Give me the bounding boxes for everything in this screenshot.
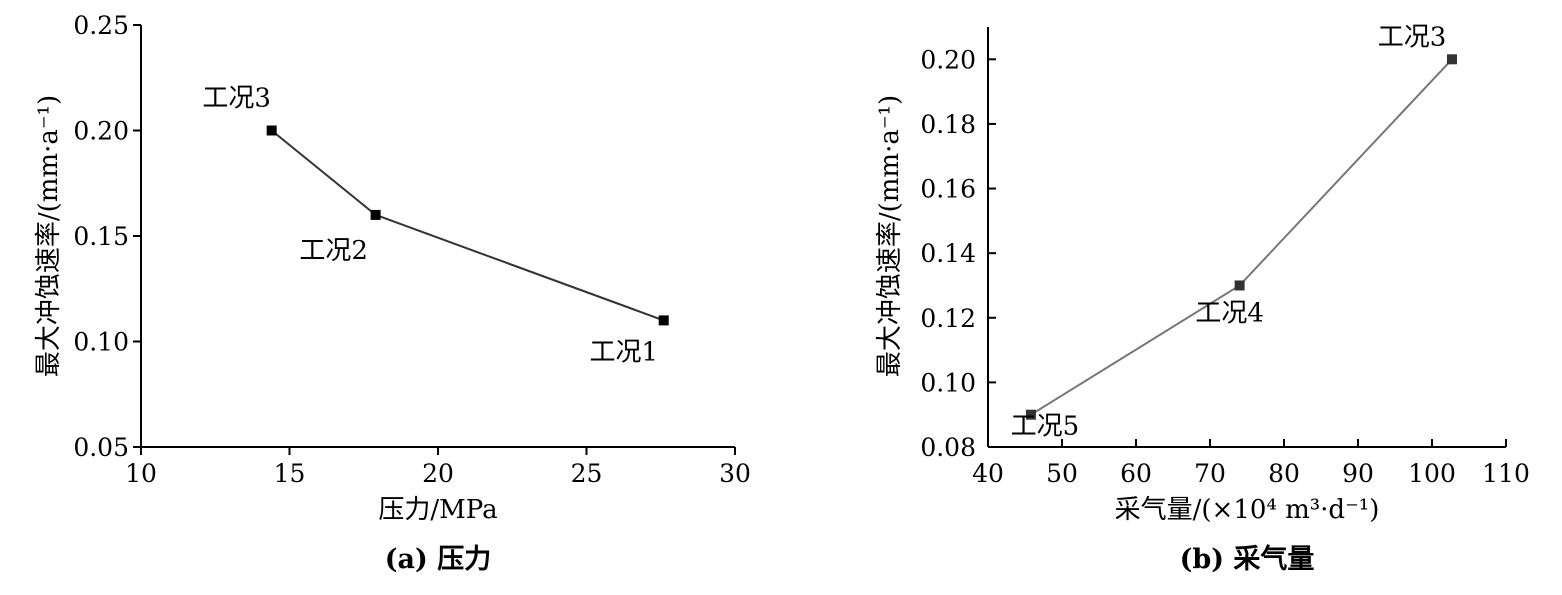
x-tick-label: 40: [972, 459, 1004, 488]
x-tick-label: 10: [125, 459, 157, 488]
data-point-label: 工况3: [202, 84, 271, 114]
data-point-marker: [1446, 54, 1457, 65]
x-tick-label: 60: [1120, 459, 1152, 488]
x-tick-label: 20: [422, 459, 454, 488]
chart-a-y-label: 最大冲蚀速率/(mm·a⁻¹): [34, 95, 64, 377]
data-point-label: 工况3: [1378, 22, 1447, 52]
y-tick-label: 0.08: [920, 433, 976, 462]
y-tick-label: 0.20: [920, 45, 976, 74]
x-tick-label: 30: [719, 459, 751, 488]
x-tick-label: 25: [571, 459, 603, 488]
chart-b-caption: (b) 采气量: [1180, 544, 1315, 575]
data-point-marker: [658, 315, 669, 326]
x-tick-label: 50: [1046, 459, 1078, 488]
chart-b-gas-production: 40 50 60 70 80 90 100 110 0.08 0.10 0.12 0.14 0.16 0.…: [875, 22, 1530, 575]
y-tick-label: 0.14: [920, 239, 976, 268]
chart-a-series-line: [271, 129, 665, 322]
y-tick-label: 0.05: [73, 433, 129, 462]
data-point-marker: [266, 125, 277, 136]
data-point-marker: [370, 209, 381, 220]
y-tick-label: 0.25: [73, 11, 129, 40]
y-tick-label: 0.20: [73, 117, 129, 146]
y-tick-label: 0.12: [920, 304, 976, 333]
chart-b-series-line: [1030, 58, 1453, 416]
x-tick-label: 70: [1194, 459, 1226, 488]
y-tick-label: 0.16: [920, 175, 976, 204]
y-tick-label: 0.15: [73, 222, 129, 251]
data-point-marker: [1025, 409, 1036, 420]
x-tick-label: 90: [1342, 459, 1374, 488]
x-tick-label: 110: [1482, 459, 1530, 488]
x-tick-label: 15: [274, 459, 306, 488]
chart-a-x-label: 压力/MPa: [378, 495, 497, 525]
chart-b-y-label: 最大冲蚀速率/(mm·a⁻¹): [875, 95, 905, 377]
y-tick-label: 0.18: [920, 110, 976, 139]
x-tick-label: 100: [1408, 459, 1456, 488]
data-point-label: 工况5: [1011, 412, 1080, 442]
y-tick-label: 0.10: [73, 328, 129, 357]
x-tick-label: 80: [1268, 459, 1300, 488]
data-point-marker: [1234, 280, 1245, 291]
data-point-label: 工况1: [589, 337, 658, 367]
data-point-label: 工况4: [1195, 298, 1264, 328]
chart-a-caption: (a) 压力: [385, 544, 491, 575]
chart-a-pressure: 10 15 20 25 30 0.05 0.10 0.15 0.20 0.25 工况3 工况2 工况1…: [34, 11, 751, 575]
y-tick-label: 0.10: [920, 368, 976, 397]
chart-b-x-label: 采气量/(×10⁴ m³·d⁻¹): [1115, 495, 1380, 525]
data-point-label: 工况2: [299, 236, 368, 266]
